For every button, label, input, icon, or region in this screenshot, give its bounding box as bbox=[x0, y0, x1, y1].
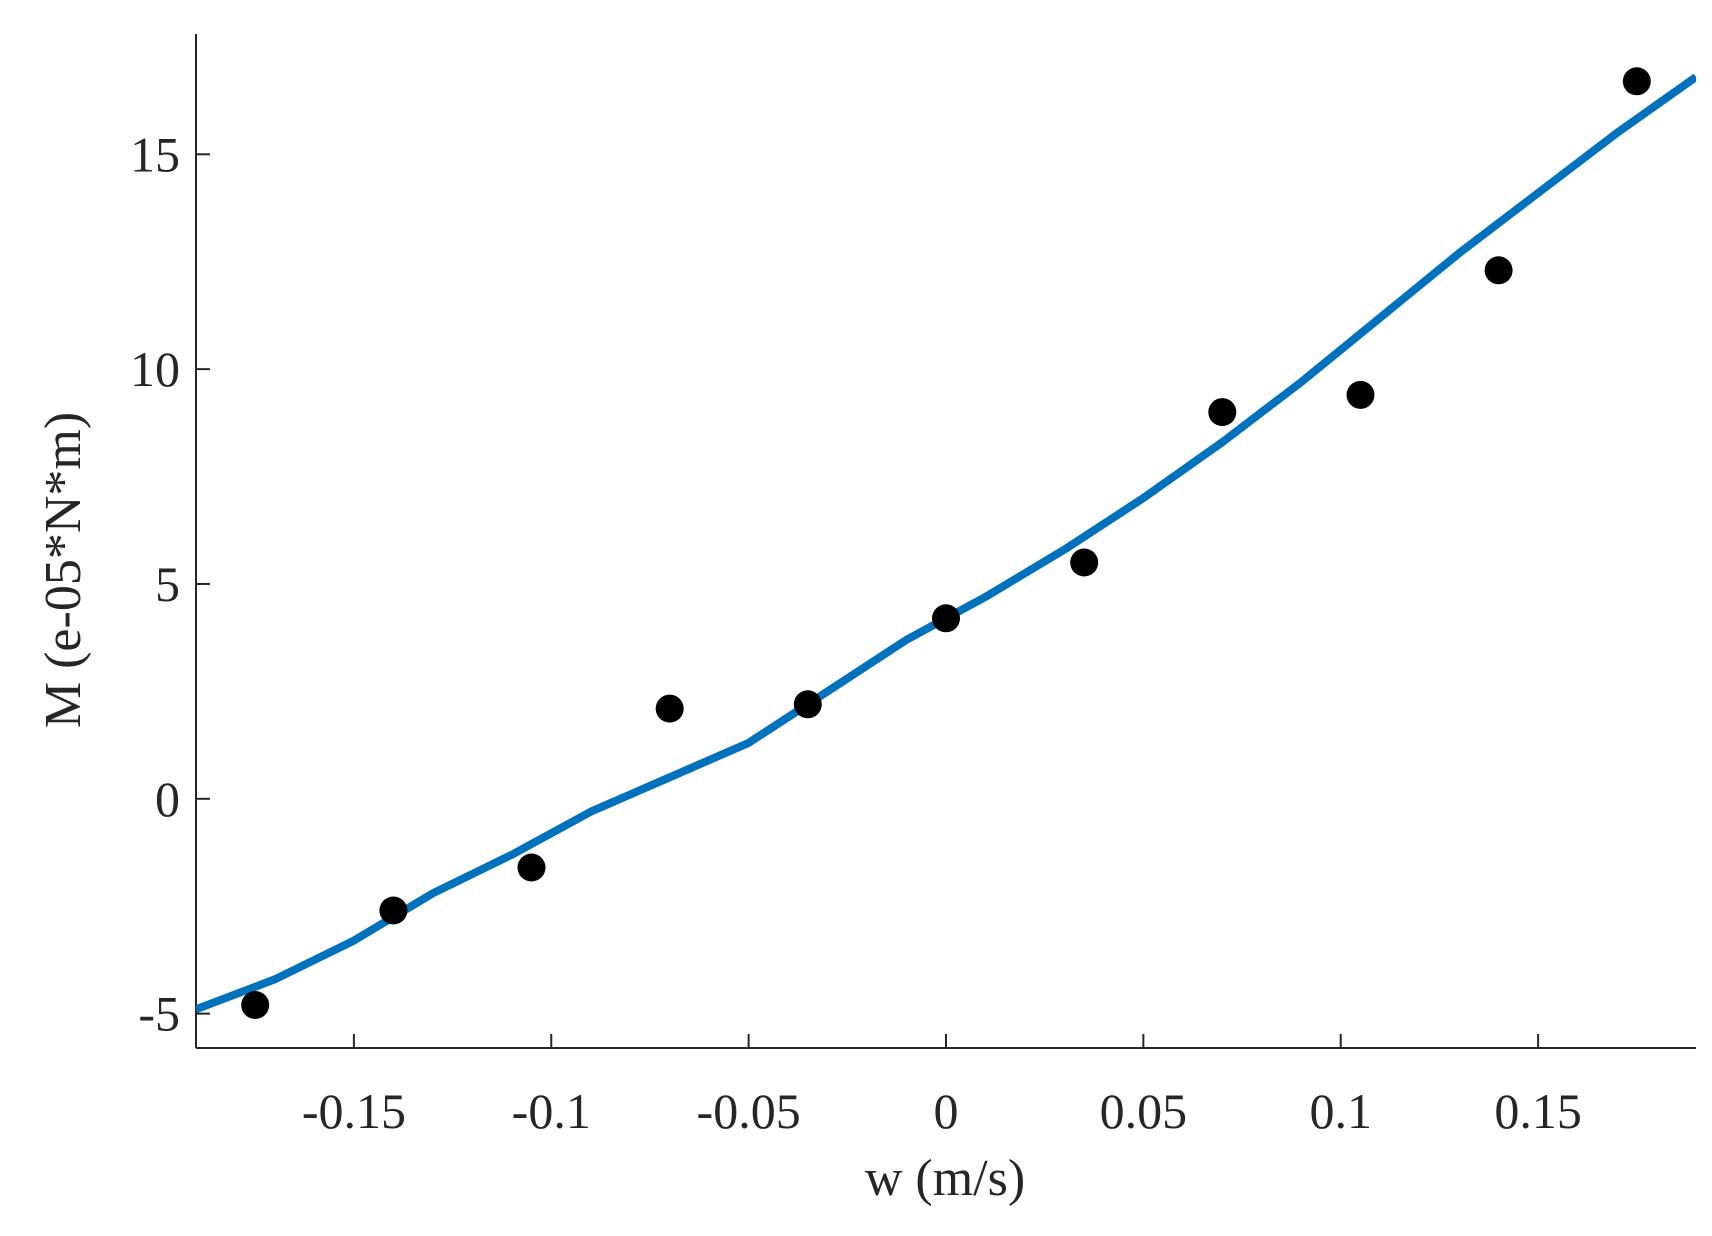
x-tick-label: 0.15 bbox=[1494, 1083, 1582, 1139]
x-axis-ticks: -0.15 -0.1 -0.05 0 0.05 0.1 0.15 bbox=[302, 1034, 1582, 1139]
y-axis-ticks: -5 0 5 10 15 bbox=[130, 126, 210, 1042]
y-tick-label: 10 bbox=[130, 341, 180, 397]
data-point bbox=[1484, 256, 1513, 285]
y-tick-label: -5 bbox=[138, 986, 180, 1042]
data-point bbox=[793, 690, 822, 719]
x-axis-label: w (m/s) bbox=[865, 1150, 1025, 1207]
plot-area bbox=[196, 67, 1696, 1019]
data-point bbox=[655, 694, 684, 723]
x-tick-label: -0.15 bbox=[302, 1083, 406, 1139]
data-point bbox=[1622, 67, 1651, 96]
y-tick-label: 5 bbox=[155, 556, 180, 612]
data-point bbox=[1070, 548, 1099, 577]
y-tick-label: 15 bbox=[130, 126, 180, 182]
data-point bbox=[517, 853, 546, 882]
fit-curve bbox=[196, 73, 1696, 1014]
data-point bbox=[241, 991, 270, 1019]
x-tick-label: 0 bbox=[934, 1083, 959, 1139]
x-tick-label: -0.05 bbox=[697, 1083, 801, 1139]
x-tick-label: 0.1 bbox=[1309, 1083, 1372, 1139]
data-point bbox=[379, 896, 408, 925]
data-point bbox=[1208, 398, 1237, 427]
data-point bbox=[1346, 380, 1375, 409]
x-tick-label: -0.1 bbox=[512, 1083, 591, 1139]
y-tick-label: 0 bbox=[155, 771, 180, 827]
y-axis-label: M (e-05*N*m) bbox=[35, 412, 92, 728]
x-tick-label: 0.05 bbox=[1100, 1083, 1188, 1139]
data-point bbox=[932, 604, 960, 633]
